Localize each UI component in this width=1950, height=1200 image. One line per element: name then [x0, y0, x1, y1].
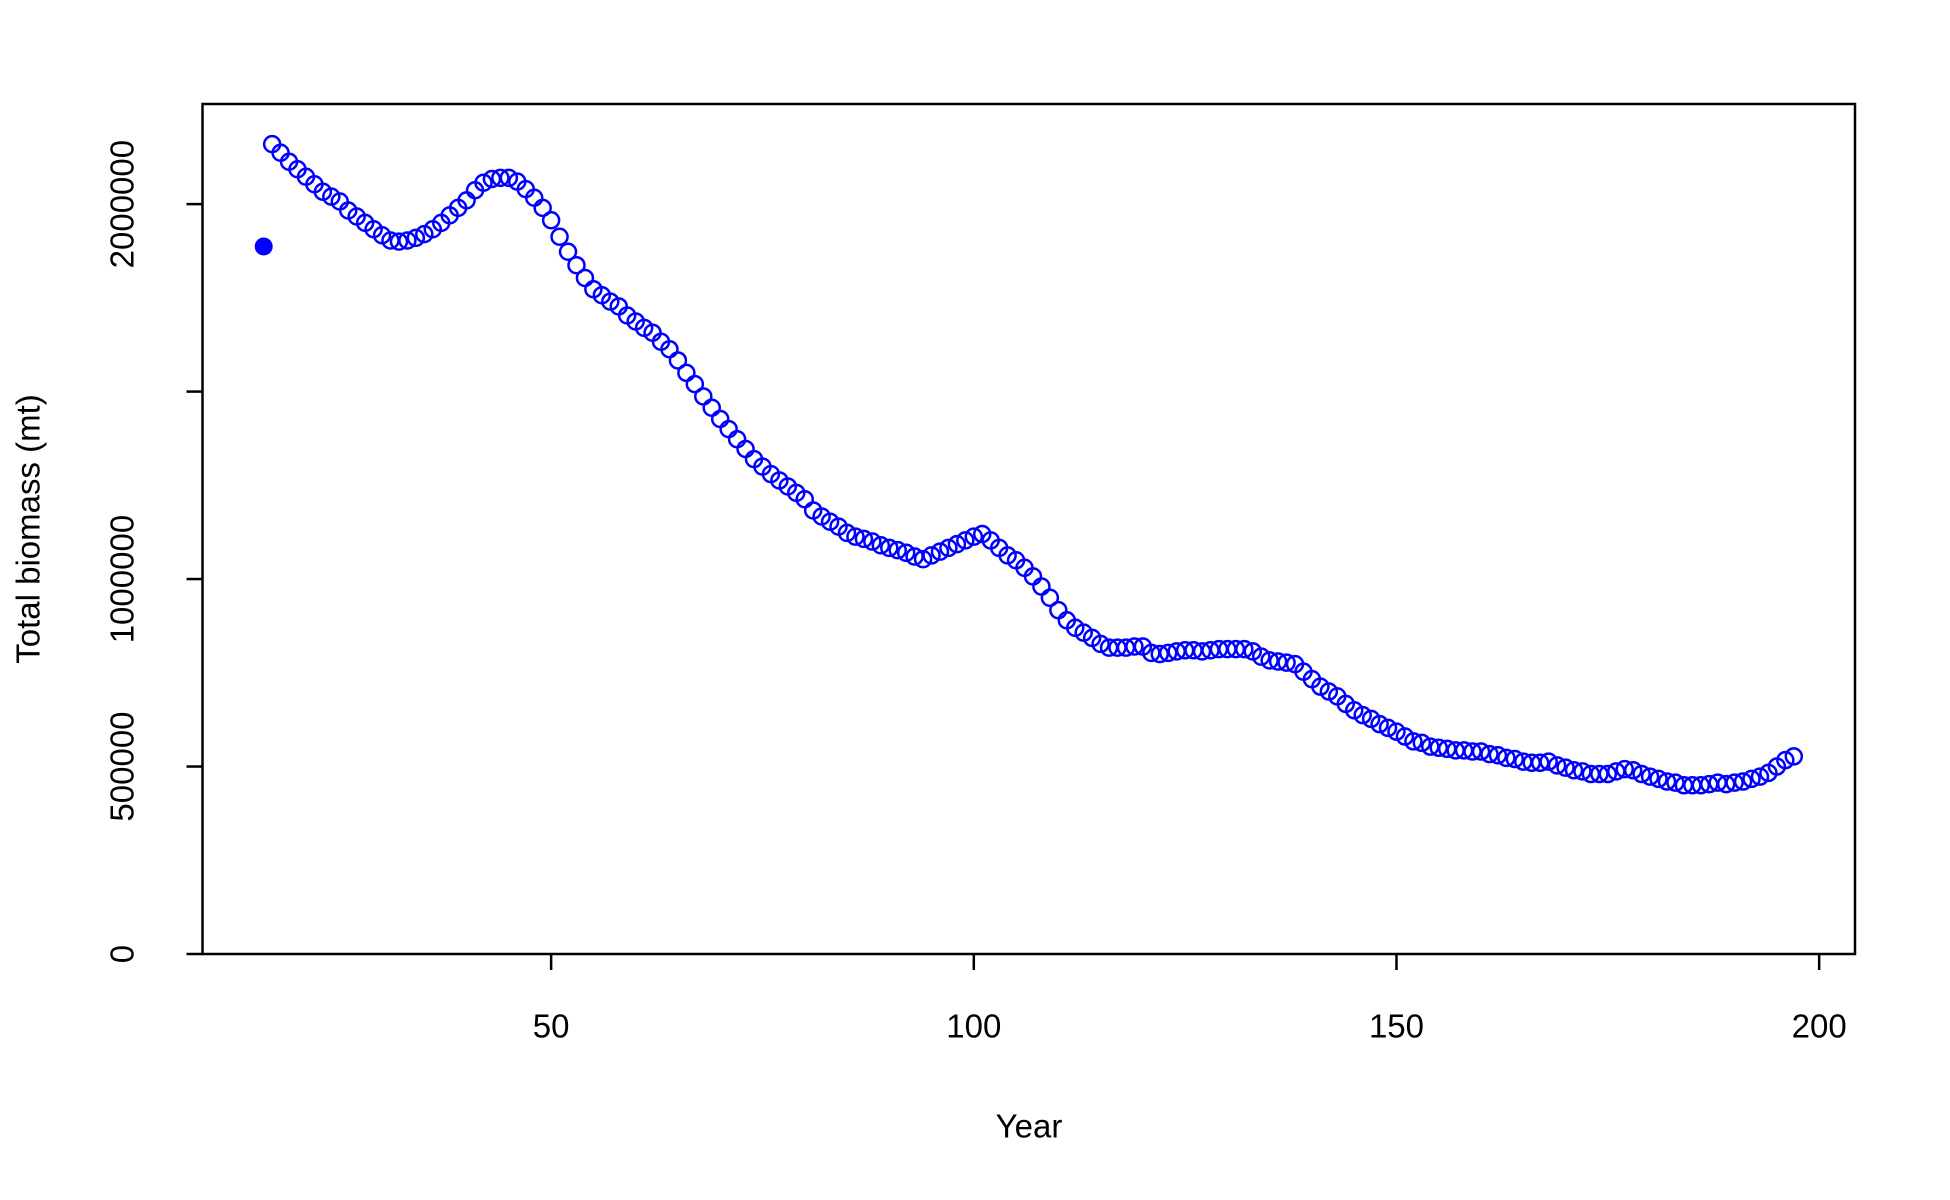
point	[939, 538, 958, 558]
point	[1590, 764, 1609, 784]
point	[1268, 652, 1288, 671]
point	[922, 546, 941, 565]
point	[863, 532, 882, 551]
point	[1556, 758, 1575, 777]
point	[1463, 742, 1482, 761]
point	[533, 198, 552, 218]
x-tick-label: 150	[1369, 1008, 1424, 1045]
point	[677, 363, 696, 383]
point	[1640, 767, 1660, 786]
point	[668, 351, 688, 370]
point	[1564, 761, 1584, 780]
point	[1251, 647, 1271, 666]
point	[1412, 733, 1432, 753]
plot-box	[201, 102, 1857, 956]
point	[1497, 748, 1516, 768]
point	[710, 409, 730, 429]
point	[1657, 772, 1677, 791]
point	[491, 168, 510, 188]
point	[685, 374, 705, 394]
y-tick-label: 0	[104, 945, 141, 963]
point	[1040, 588, 1060, 608]
point	[1666, 773, 1685, 792]
point	[1623, 761, 1643, 780]
point	[1784, 747, 1804, 766]
point	[1370, 714, 1389, 734]
point	[1353, 705, 1372, 725]
point	[1505, 749, 1525, 769]
point	[702, 398, 721, 417]
point	[1573, 762, 1592, 781]
point	[837, 523, 857, 543]
point	[1235, 639, 1254, 659]
point	[1691, 776, 1711, 795]
point	[1725, 773, 1744, 792]
point	[1158, 643, 1178, 663]
y-tick-label: 500000	[104, 711, 141, 821]
point	[694, 387, 713, 406]
point	[947, 534, 967, 554]
point	[567, 255, 586, 275]
point	[1125, 637, 1144, 656]
point	[1776, 750, 1795, 770]
point	[1716, 774, 1736, 794]
point	[888, 540, 907, 560]
x-tick-label: 100	[946, 1008, 1001, 1045]
point	[1049, 600, 1068, 620]
point	[1530, 753, 1550, 773]
point	[1429, 738, 1448, 758]
point	[1632, 764, 1651, 784]
y-axis-label: Total biomass (mt)	[10, 394, 47, 664]
point	[474, 173, 493, 192]
point	[736, 439, 755, 459]
point	[1404, 732, 1423, 751]
point	[389, 232, 409, 251]
point	[1378, 718, 1398, 738]
point	[1733, 772, 1753, 791]
point	[1150, 644, 1170, 664]
point	[1480, 744, 1499, 764]
point	[558, 242, 578, 261]
point	[1091, 634, 1110, 654]
x-tick-label: 50	[533, 1008, 570, 1045]
point	[1471, 742, 1491, 761]
point	[541, 210, 561, 230]
point	[1750, 767, 1770, 786]
point	[930, 542, 950, 561]
point	[1547, 756, 1567, 775]
point	[956, 531, 975, 550]
point	[871, 536, 891, 555]
x-axis-label: Year	[996, 1108, 1063, 1145]
point	[1649, 769, 1668, 789]
point	[550, 227, 569, 246]
point	[913, 549, 933, 569]
point	[1598, 764, 1618, 784]
point	[846, 527, 865, 546]
y-tick-label: 2000000	[104, 140, 141, 268]
point	[896, 543, 916, 563]
point	[880, 538, 899, 558]
point	[1742, 769, 1761, 789]
x-tick-label: 200	[1792, 1008, 1847, 1045]
point	[1539, 752, 1558, 771]
point	[727, 429, 747, 449]
point	[398, 231, 417, 250]
point	[964, 527, 984, 546]
point	[1032, 577, 1051, 596]
point	[1277, 653, 1296, 672]
point	[854, 529, 874, 549]
point	[254, 237, 273, 256]
point	[575, 268, 595, 288]
point	[499, 168, 519, 188]
y-tick-label: 1000000	[104, 515, 141, 643]
point	[406, 228, 426, 248]
point	[719, 419, 738, 439]
point	[1488, 746, 1508, 765]
point	[1615, 759, 1634, 779]
